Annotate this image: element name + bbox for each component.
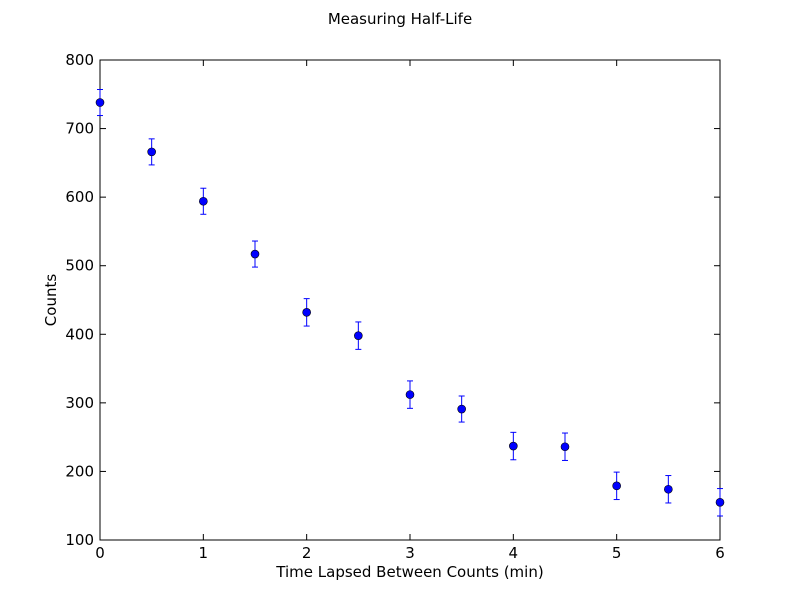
- y-tick-label: 200: [65, 462, 94, 480]
- data-point: [457, 404, 466, 414]
- y-tick-label: 300: [65, 394, 94, 412]
- x-tick-label: 6: [715, 544, 725, 562]
- x-tick-label: 4: [509, 544, 519, 562]
- data-point: [612, 481, 621, 491]
- y-tick-label: 500: [65, 257, 94, 275]
- data-series: [95, 88, 725, 517]
- data-point: [199, 196, 208, 206]
- plot-area: 0 1 2 3 4 5 6 100 200 300 400 500 600 700 800: [65, 51, 724, 562]
- y-tick-label: 700: [65, 120, 94, 138]
- data-point: [250, 249, 260, 259]
- data-point: [95, 98, 105, 107]
- data-point: [147, 147, 156, 157]
- chart-title: Measuring Half-Life: [328, 10, 472, 28]
- x-tick-label: 1: [199, 544, 209, 562]
- x-axis-ticks: 0 1 2 3 4 5 6: [95, 60, 725, 562]
- data-point: [509, 441, 518, 451]
- x-tick-label: 3: [405, 544, 415, 562]
- y-axis-ticks: 100 200 300 400 500 600 700 800: [65, 51, 720, 549]
- data-point: [354, 331, 363, 340]
- y-tick-label: 600: [65, 188, 94, 206]
- x-tick-label: 5: [612, 544, 622, 562]
- data-point: [715, 497, 725, 507]
- y-tick-label: 800: [65, 51, 94, 69]
- x-tick-label: 2: [302, 544, 312, 562]
- y-axis-label: Counts: [42, 274, 60, 327]
- data-point: [664, 484, 673, 494]
- data-point: [560, 442, 570, 452]
- y-tick-label: 400: [65, 325, 94, 343]
- axes-frame: [99, 59, 721, 541]
- y-tick-label: 100: [65, 531, 94, 549]
- x-axis-label: Time Lapsed Between Counts (min): [275, 563, 543, 581]
- data-point: [405, 390, 415, 399]
- x-tick-label: 0: [95, 544, 105, 562]
- data-point: [302, 308, 311, 317]
